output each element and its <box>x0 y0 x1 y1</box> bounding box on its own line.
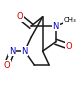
Text: CH₃: CH₃ <box>63 17 76 23</box>
Text: O: O <box>3 61 10 70</box>
Text: N: N <box>9 47 15 56</box>
Text: O: O <box>16 12 23 21</box>
Text: O: O <box>66 42 72 51</box>
Text: N: N <box>21 47 28 56</box>
Text: N: N <box>53 22 59 31</box>
